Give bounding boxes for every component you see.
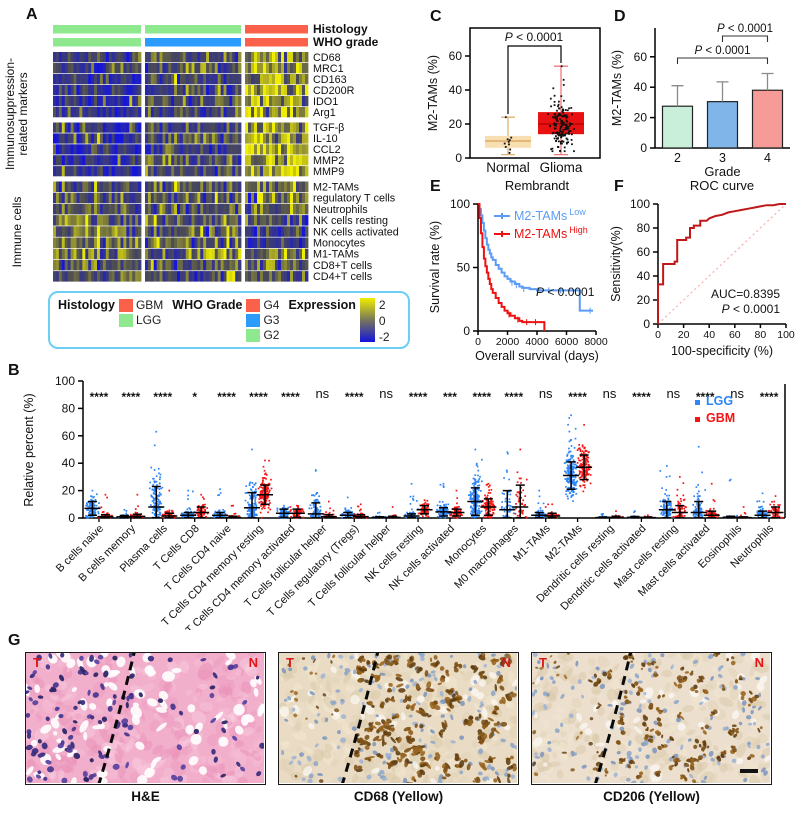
- expression-ticks: 2 0 -2: [379, 298, 390, 344]
- caption-cd68: CD68 (Yellow): [353, 789, 444, 804]
- he-image-canvas: [26, 653, 264, 783]
- normal-vs-glioma-boxplot: [424, 2, 604, 174]
- immune-cell-scatter-panel: [5, 364, 797, 630]
- expression-tick-low: -2: [378, 330, 390, 344]
- panel-label-c: C: [430, 8, 442, 25]
- panel-label-g: G: [8, 632, 21, 649]
- normal-region-label: N: [248, 655, 258, 670]
- caption-cd206: CD206 (Yellow): [603, 789, 700, 804]
- panel-label-f: F: [614, 178, 624, 195]
- heatmap-legend: Histology GBM LGG WHO Grade G4: [48, 291, 410, 349]
- tumor-region-label: T: [286, 655, 294, 670]
- cd68-image-canvas: [279, 653, 517, 783]
- g2-label: G2: [263, 328, 280, 342]
- tumor-region-label: T: [539, 655, 547, 670]
- heatmap-panel: [0, 14, 414, 290]
- expression-tick-high: 2: [378, 298, 386, 312]
- legend-item-g3: G3: [246, 313, 279, 327]
- panel-label-d: D: [614, 8, 626, 25]
- panel-label-a: A: [26, 6, 38, 23]
- g3-label: G3: [263, 313, 280, 327]
- legend-item-g4: G4: [246, 298, 279, 312]
- tumor-region-label: T: [33, 655, 41, 670]
- g3-color-swatch: [246, 313, 261, 327]
- legend-expression: Expression 2 0 -2: [288, 298, 390, 344]
- histology-image-cd68: T N: [278, 652, 519, 785]
- legend-item-gbm: GBM: [118, 298, 164, 312]
- g4-color-swatch: [246, 298, 261, 312]
- cd206-image-canvas: [532, 653, 770, 783]
- roc-curve-panel: [606, 174, 800, 366]
- legend-item-lgg: LGG: [118, 313, 163, 327]
- legend-expression-title: Expression: [288, 298, 356, 312]
- gbm-color-swatch: [118, 298, 133, 312]
- g2-color-swatch: [246, 328, 261, 342]
- survival-curve-panel: [424, 174, 610, 366]
- histology-image-he: T N: [25, 652, 266, 785]
- panel-label-e: E: [430, 178, 441, 195]
- legend-grade: WHO Grade G4 G3 G2: [172, 298, 279, 342]
- grade-bar-chart: [606, 2, 800, 178]
- panel-label-b: B: [8, 362, 20, 379]
- legend-item-g2: G2: [246, 328, 279, 342]
- legend-histology: Histology GBM LGG: [58, 298, 163, 327]
- caption-he: H&E: [131, 789, 160, 804]
- normal-region-label: N: [754, 655, 764, 670]
- lgg-label: LGG: [135, 313, 162, 327]
- normal-region-label: N: [501, 655, 511, 670]
- histology-image-cd206: T N: [531, 652, 772, 785]
- legend-grade-title: WHO Grade: [172, 298, 243, 312]
- g4-label: G4: [263, 298, 280, 312]
- gbm-label: GBM: [135, 298, 164, 312]
- lgg-color-swatch: [118, 313, 133, 327]
- legend-histology-title: Histology: [58, 298, 115, 312]
- expression-colorbar: [359, 298, 375, 342]
- expression-tick-mid: 0: [378, 314, 386, 328]
